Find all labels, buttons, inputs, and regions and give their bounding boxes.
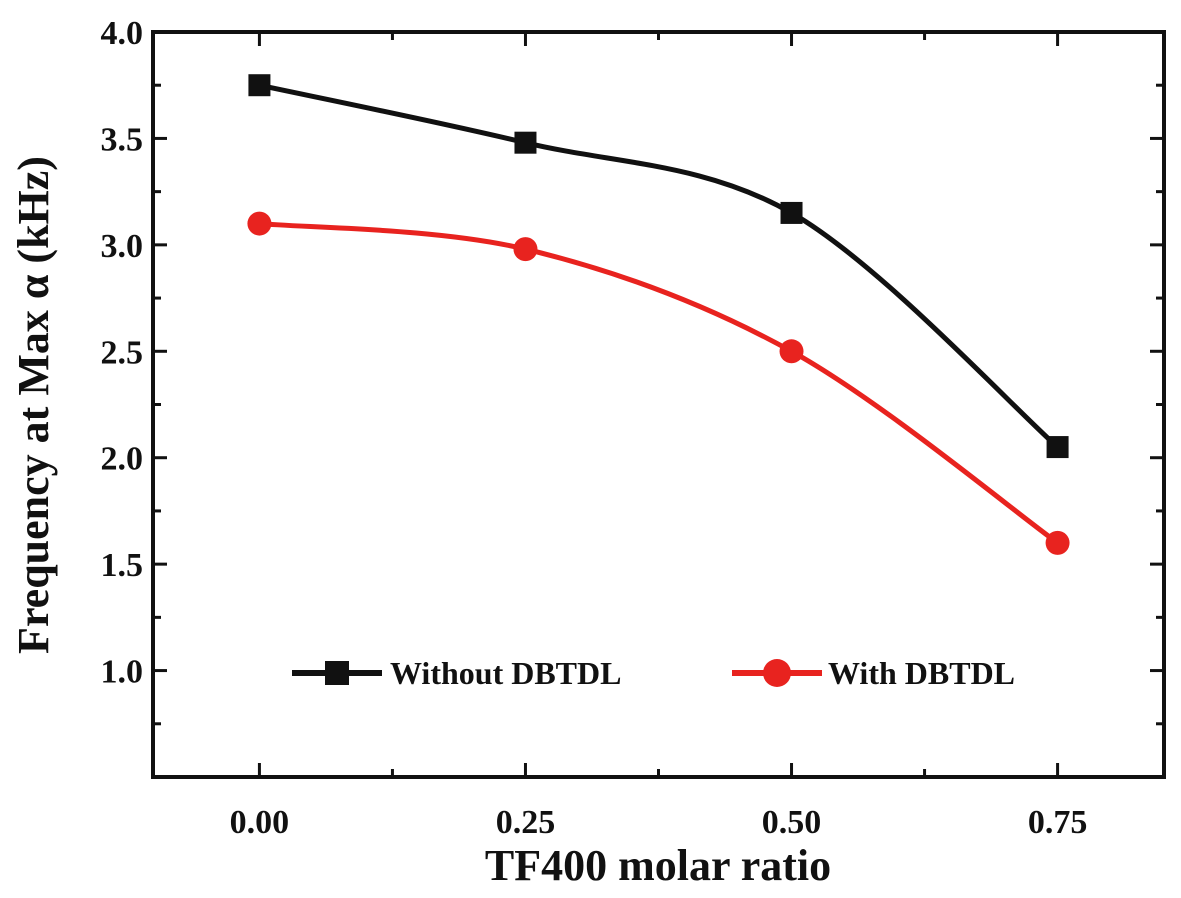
data-point-circle — [779, 339, 804, 364]
legend: Without DBTDL With DBTDL — [292, 655, 1015, 691]
series-1 — [247, 211, 1070, 555]
data-point-square — [514, 131, 537, 154]
legend-entry: Without DBTDL — [292, 655, 621, 691]
data-point-square — [248, 74, 271, 97]
y-tick-label: 2.0 — [101, 441, 144, 478]
x-tick-label: 0.00 — [230, 804, 290, 841]
y-tick-label: 4.0 — [101, 15, 144, 52]
x-tick-label: 0.75 — [1028, 804, 1088, 841]
series-0 — [248, 74, 1069, 459]
x-tick-label: 0.25 — [496, 804, 556, 841]
y-tick-label: 3.0 — [101, 228, 144, 265]
data-point-circle — [513, 237, 538, 262]
x-axis-title: TF400 molar ratio — [485, 841, 831, 890]
series-line — [259, 221, 1060, 545]
legend-marker-circle — [763, 659, 791, 687]
data-point-square — [780, 201, 803, 224]
series-line — [258, 82, 1060, 449]
legend-entry: With DBTDL — [732, 655, 1015, 691]
legend-marker-square — [325, 661, 349, 685]
legend-label: With DBTDL — [828, 655, 1015, 691]
y-axis-title: Frequency at Max α (kHz) — [9, 156, 58, 654]
y-tick-label: 3.5 — [101, 121, 144, 158]
axis-ticks: 1.0 1.5 2.0 2.5 3.0 3.5 4.0 0.00 0.25 0.50 0.75 — [101, 15, 1164, 841]
legend-label: Without DBTDL — [390, 655, 621, 691]
y-tick-label: 1.0 — [101, 654, 144, 691]
data-point-circle — [247, 211, 272, 236]
data-point-circle — [1045, 530, 1070, 555]
y-tick-label: 1.5 — [101, 547, 144, 584]
y-tick-label: 2.5 — [101, 334, 144, 371]
x-tick-label: 0.50 — [762, 804, 822, 841]
series-layer — [247, 74, 1070, 555]
data-point-square — [1046, 436, 1069, 459]
